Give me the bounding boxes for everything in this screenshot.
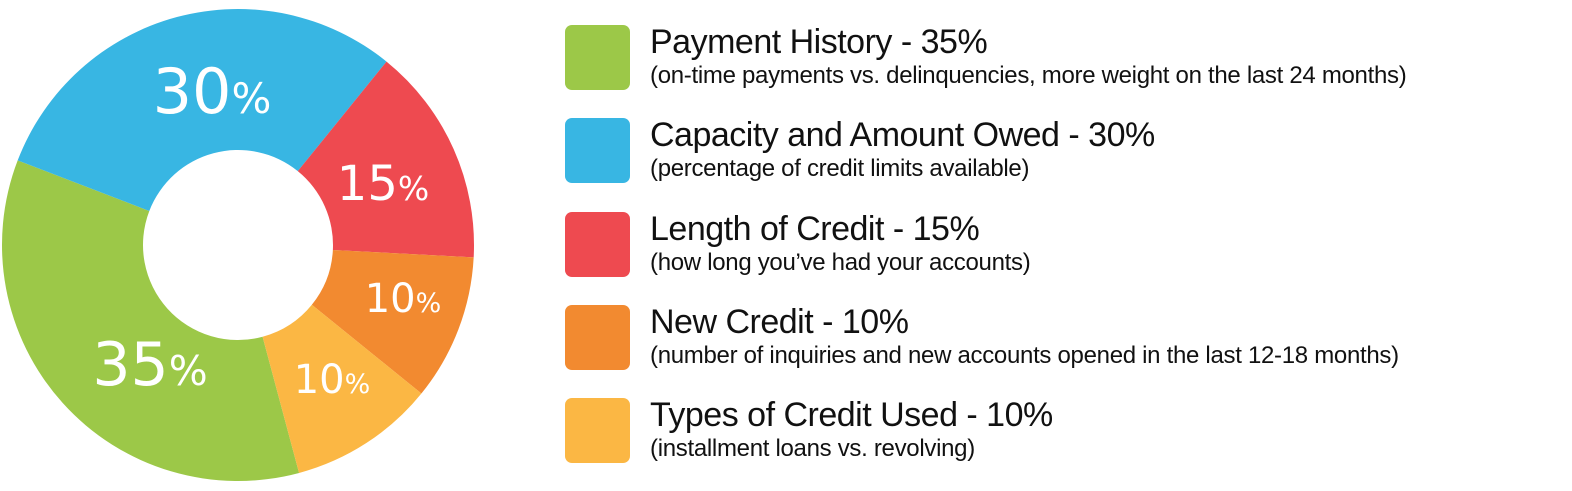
legend-subtitle: (percentage of credit limits available) [650, 155, 1030, 182]
legend-title: New Credit - 10% [650, 303, 909, 341]
legend-title: Length of Credit - 15% [650, 210, 980, 248]
slice-data-label: 30% [153, 55, 272, 128]
legend-item-types-of-credit: Types of Credit Used - 10% (installment … [565, 396, 1565, 464]
donut-slice-new-credit [311, 249, 474, 394]
legend-title: Payment History - 35% [650, 23, 988, 61]
donut-slice-types-of-credit-used [262, 304, 422, 473]
slice-data-label: 10% [365, 276, 442, 322]
donut-chart: 35% 30% 15% 10% 10% [1, 9, 474, 481]
donut-slice-payment-history [1, 160, 300, 481]
legend-swatch [565, 305, 630, 370]
legend-subtitle: (on-time payments vs. delinquencies, mor… [650, 62, 1407, 89]
legend-subtitle: (how long you’ve had your accounts) [650, 249, 1031, 276]
slice-data-label: 35% [92, 330, 207, 400]
legend-swatch [565, 398, 630, 463]
donut-slice-length-of-credit [297, 61, 474, 258]
legend-item-length-of-credit: Length of Credit - 15% (how long you’ve … [565, 210, 1565, 278]
legend-subtitle: (installment loans vs. revolving) [650, 435, 975, 462]
legend-swatch [565, 25, 630, 90]
legend-title: Capacity and Amount Owed - 30% [650, 116, 1155, 154]
legend-swatch [565, 118, 630, 183]
legend-item-new-credit: New Credit - 10% (number of inquiries an… [565, 303, 1565, 371]
legend-item-payment-history: Payment History - 35% (on-time payments … [565, 23, 1565, 91]
legend-subtitle: (number of inquiries and new accounts op… [650, 342, 1399, 369]
legend-title: Types of Credit Used - 10% [650, 396, 1053, 434]
slice-data-label: 10% [294, 357, 371, 403]
legend-item-capacity: Capacity and Amount Owed - 30% (percenta… [565, 116, 1565, 184]
legend-swatch [565, 212, 630, 277]
donut-slice-capacity-and-amount-owed [17, 9, 387, 211]
slice-data-label: 15% [337, 156, 429, 212]
